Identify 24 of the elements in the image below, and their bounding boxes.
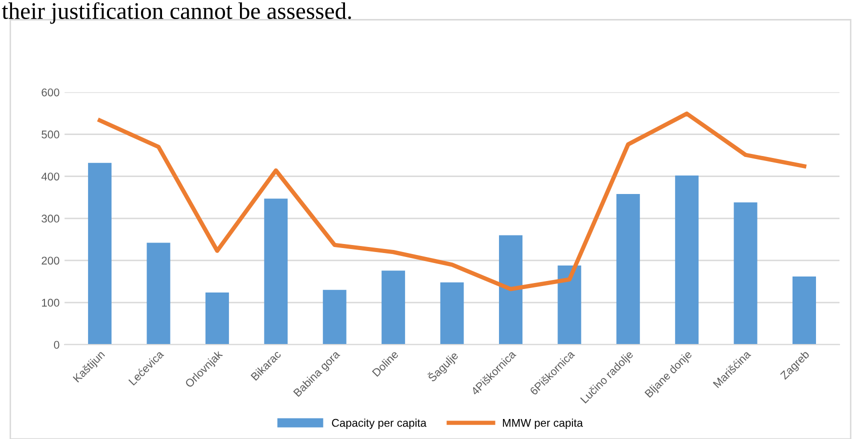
bar xyxy=(88,162,112,345)
y-tick-label: 600 xyxy=(42,88,60,96)
bar xyxy=(322,290,346,345)
bar xyxy=(146,242,170,345)
bar xyxy=(675,175,699,345)
bar xyxy=(382,270,406,345)
y-tick-label: 100 xyxy=(42,298,60,307)
y-tick-label: 0 xyxy=(54,340,60,349)
y-tick-label: 400 xyxy=(41,172,60,180)
y-tick-label: 300 xyxy=(42,214,60,223)
bar xyxy=(264,198,288,345)
line-series xyxy=(98,112,806,292)
text: their justification cannot be assessed. xyxy=(2,2,351,24)
bar xyxy=(792,276,816,345)
legend-label: Capacity per capita xyxy=(332,418,427,429)
bar xyxy=(734,202,758,345)
bar xyxy=(616,194,640,345)
y-tick-label: 500 xyxy=(42,130,60,138)
bar xyxy=(440,282,464,345)
bar xyxy=(205,292,229,345)
bar xyxy=(498,235,522,345)
bar xyxy=(558,266,582,345)
legend-label: MMW per capita xyxy=(502,418,583,429)
y-tick-label: 200 xyxy=(42,256,60,265)
